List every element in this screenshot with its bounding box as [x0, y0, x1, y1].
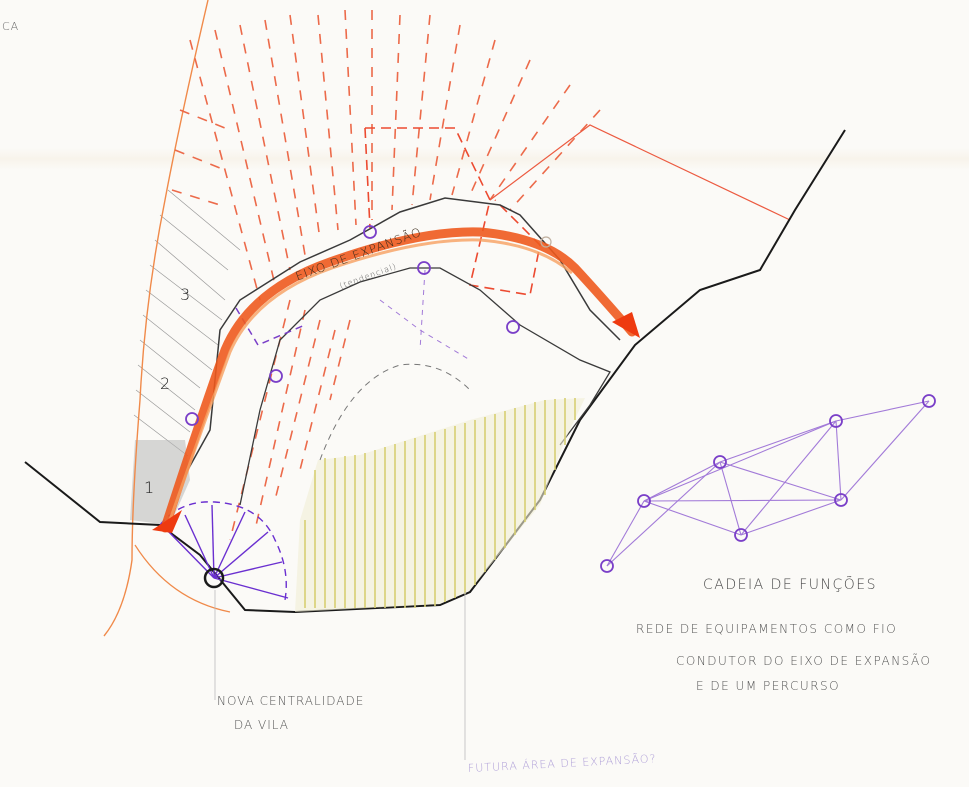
site-node	[185, 225, 520, 426]
new-centrality-label-line2: DA VILA	[234, 718, 289, 732]
zone-2-label: 2	[160, 374, 172, 393]
corner-fragment-label: CA	[2, 20, 20, 33]
centrality-node	[203, 567, 225, 589]
centrality-fan	[159, 501, 289, 601]
site-node	[540, 236, 552, 248]
arrowhead-left	[152, 510, 182, 533]
grey-dashed-arc	[319, 363, 471, 461]
red-dashed-field	[171, 9, 601, 541]
yellow-hatch-area	[295, 398, 585, 612]
network-caption-line3: E DE UM PERCURSO	[696, 679, 841, 693]
expansion-arrow	[160, 227, 637, 533]
yellow-hatch	[304, 398, 576, 608]
paper-band	[0, 148, 969, 170]
function-chain-title: CADEIA DE FUNÇÕES	[703, 577, 878, 593]
network-caption-line2: CONDUTOR DO EIXO DE EXPANSÃO	[676, 654, 932, 668]
red-boundary-right	[489, 124, 791, 221]
expansion-arrow	[168, 238, 573, 521]
hatch-left	[133, 189, 241, 457]
outer-contour	[24, 129, 846, 614]
new-centrality-label-line1: NOVA CENTRALIDADE	[217, 694, 365, 708]
network-caption-line1: REDE DE EQUIPAMENTOS COMO FIO	[636, 622, 898, 636]
function-network	[606, 400, 930, 567]
zone-1-label: 1	[144, 478, 156, 497]
orange-boundary-bottom	[134, 544, 231, 613]
purple-dashed-links	[379, 269, 471, 361]
orange-boundary-left	[103, 0, 209, 637]
arrowhead-right	[612, 312, 640, 338]
network-node	[600, 394, 936, 573]
inner-contour-mid	[239, 267, 611, 506]
zone-3-label: 3	[180, 285, 192, 304]
